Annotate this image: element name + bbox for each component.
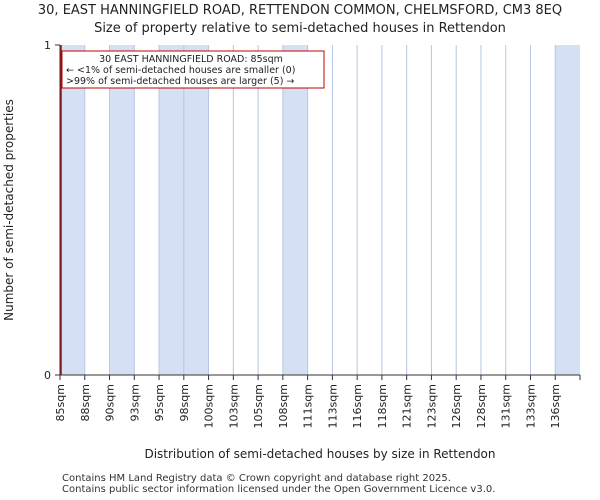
x-tick-label: 90sqm xyxy=(104,384,117,421)
bars-group xyxy=(60,45,580,375)
x-axis-label: Distribution of semi-detached houses by … xyxy=(144,447,495,461)
x-tick-label: 128sqm xyxy=(475,384,488,428)
x-tick-label: 131sqm xyxy=(500,384,513,428)
bar-108sqm xyxy=(282,45,308,375)
y-axis-label: Number of semi-detached properties xyxy=(2,99,16,321)
footer-line-2: Contains public sector information licen… xyxy=(62,484,496,495)
x-tick-label: 111sqm xyxy=(302,384,315,428)
bar-136sqm xyxy=(555,45,580,375)
annotation-line-2: ← <1% of semi-detached houses are smalle… xyxy=(66,65,295,76)
annotation-frame xyxy=(61,50,325,89)
bar-98sqm xyxy=(183,45,209,375)
x-tick-label: 121sqm xyxy=(401,384,414,428)
grid-group xyxy=(84,45,556,375)
y-tick-label: 0 xyxy=(44,369,51,382)
x-tick-label: 108sqm xyxy=(277,384,290,428)
annotation-line-1: 30 EAST HANNINGFIELD ROAD: 85sqm xyxy=(99,54,283,65)
bar-90sqm xyxy=(109,45,135,375)
x-tick-label: 93sqm xyxy=(128,384,141,421)
axes-group xyxy=(59,45,580,376)
x-tick-label: 126sqm xyxy=(450,384,463,428)
chart-title: 30, EAST HANNINGFIELD ROAD, RETTENDON CO… xyxy=(37,3,563,18)
y-ticks-group: 01 xyxy=(44,39,60,382)
x-tick-label: 95sqm xyxy=(153,384,166,421)
x-ticks-group: 85sqm 88sqm 90sqm 93sqm 95sqm 98sqm 100sqm 103s… xyxy=(54,375,581,428)
annotation-line-3: >99% of semi-detached houses are larger … xyxy=(66,76,294,87)
x-tick-label: 123sqm xyxy=(425,384,438,428)
x-tick-label: 105sqm xyxy=(252,384,265,428)
x-tick-label: 136sqm xyxy=(549,384,562,428)
y-tick-label: 1 xyxy=(44,39,51,52)
x-tick-label: 118sqm xyxy=(376,384,389,428)
x-tick-label: 98sqm xyxy=(178,384,191,421)
footer-line-1: Contains HM Land Registry data © Crown c… xyxy=(62,473,451,484)
x-tick-label: 85sqm xyxy=(54,384,67,421)
x-tick-label: 100sqm xyxy=(203,384,216,428)
annotation-box: 30 EAST HANNINGFIELD ROAD: 85sqm ← <1% o… xyxy=(61,50,325,89)
bar-85sqm xyxy=(60,45,85,375)
x-tick-label: 88sqm xyxy=(79,384,92,421)
bar-95sqm xyxy=(159,45,184,375)
x-tick-label: 103sqm xyxy=(227,384,240,428)
chart-subtitle: Size of property relative to semi-detach… xyxy=(94,21,506,36)
x-tick-label: 133sqm xyxy=(524,384,537,428)
x-tick-label: 113sqm xyxy=(326,384,339,428)
x-tick-label: 116sqm xyxy=(351,384,364,428)
